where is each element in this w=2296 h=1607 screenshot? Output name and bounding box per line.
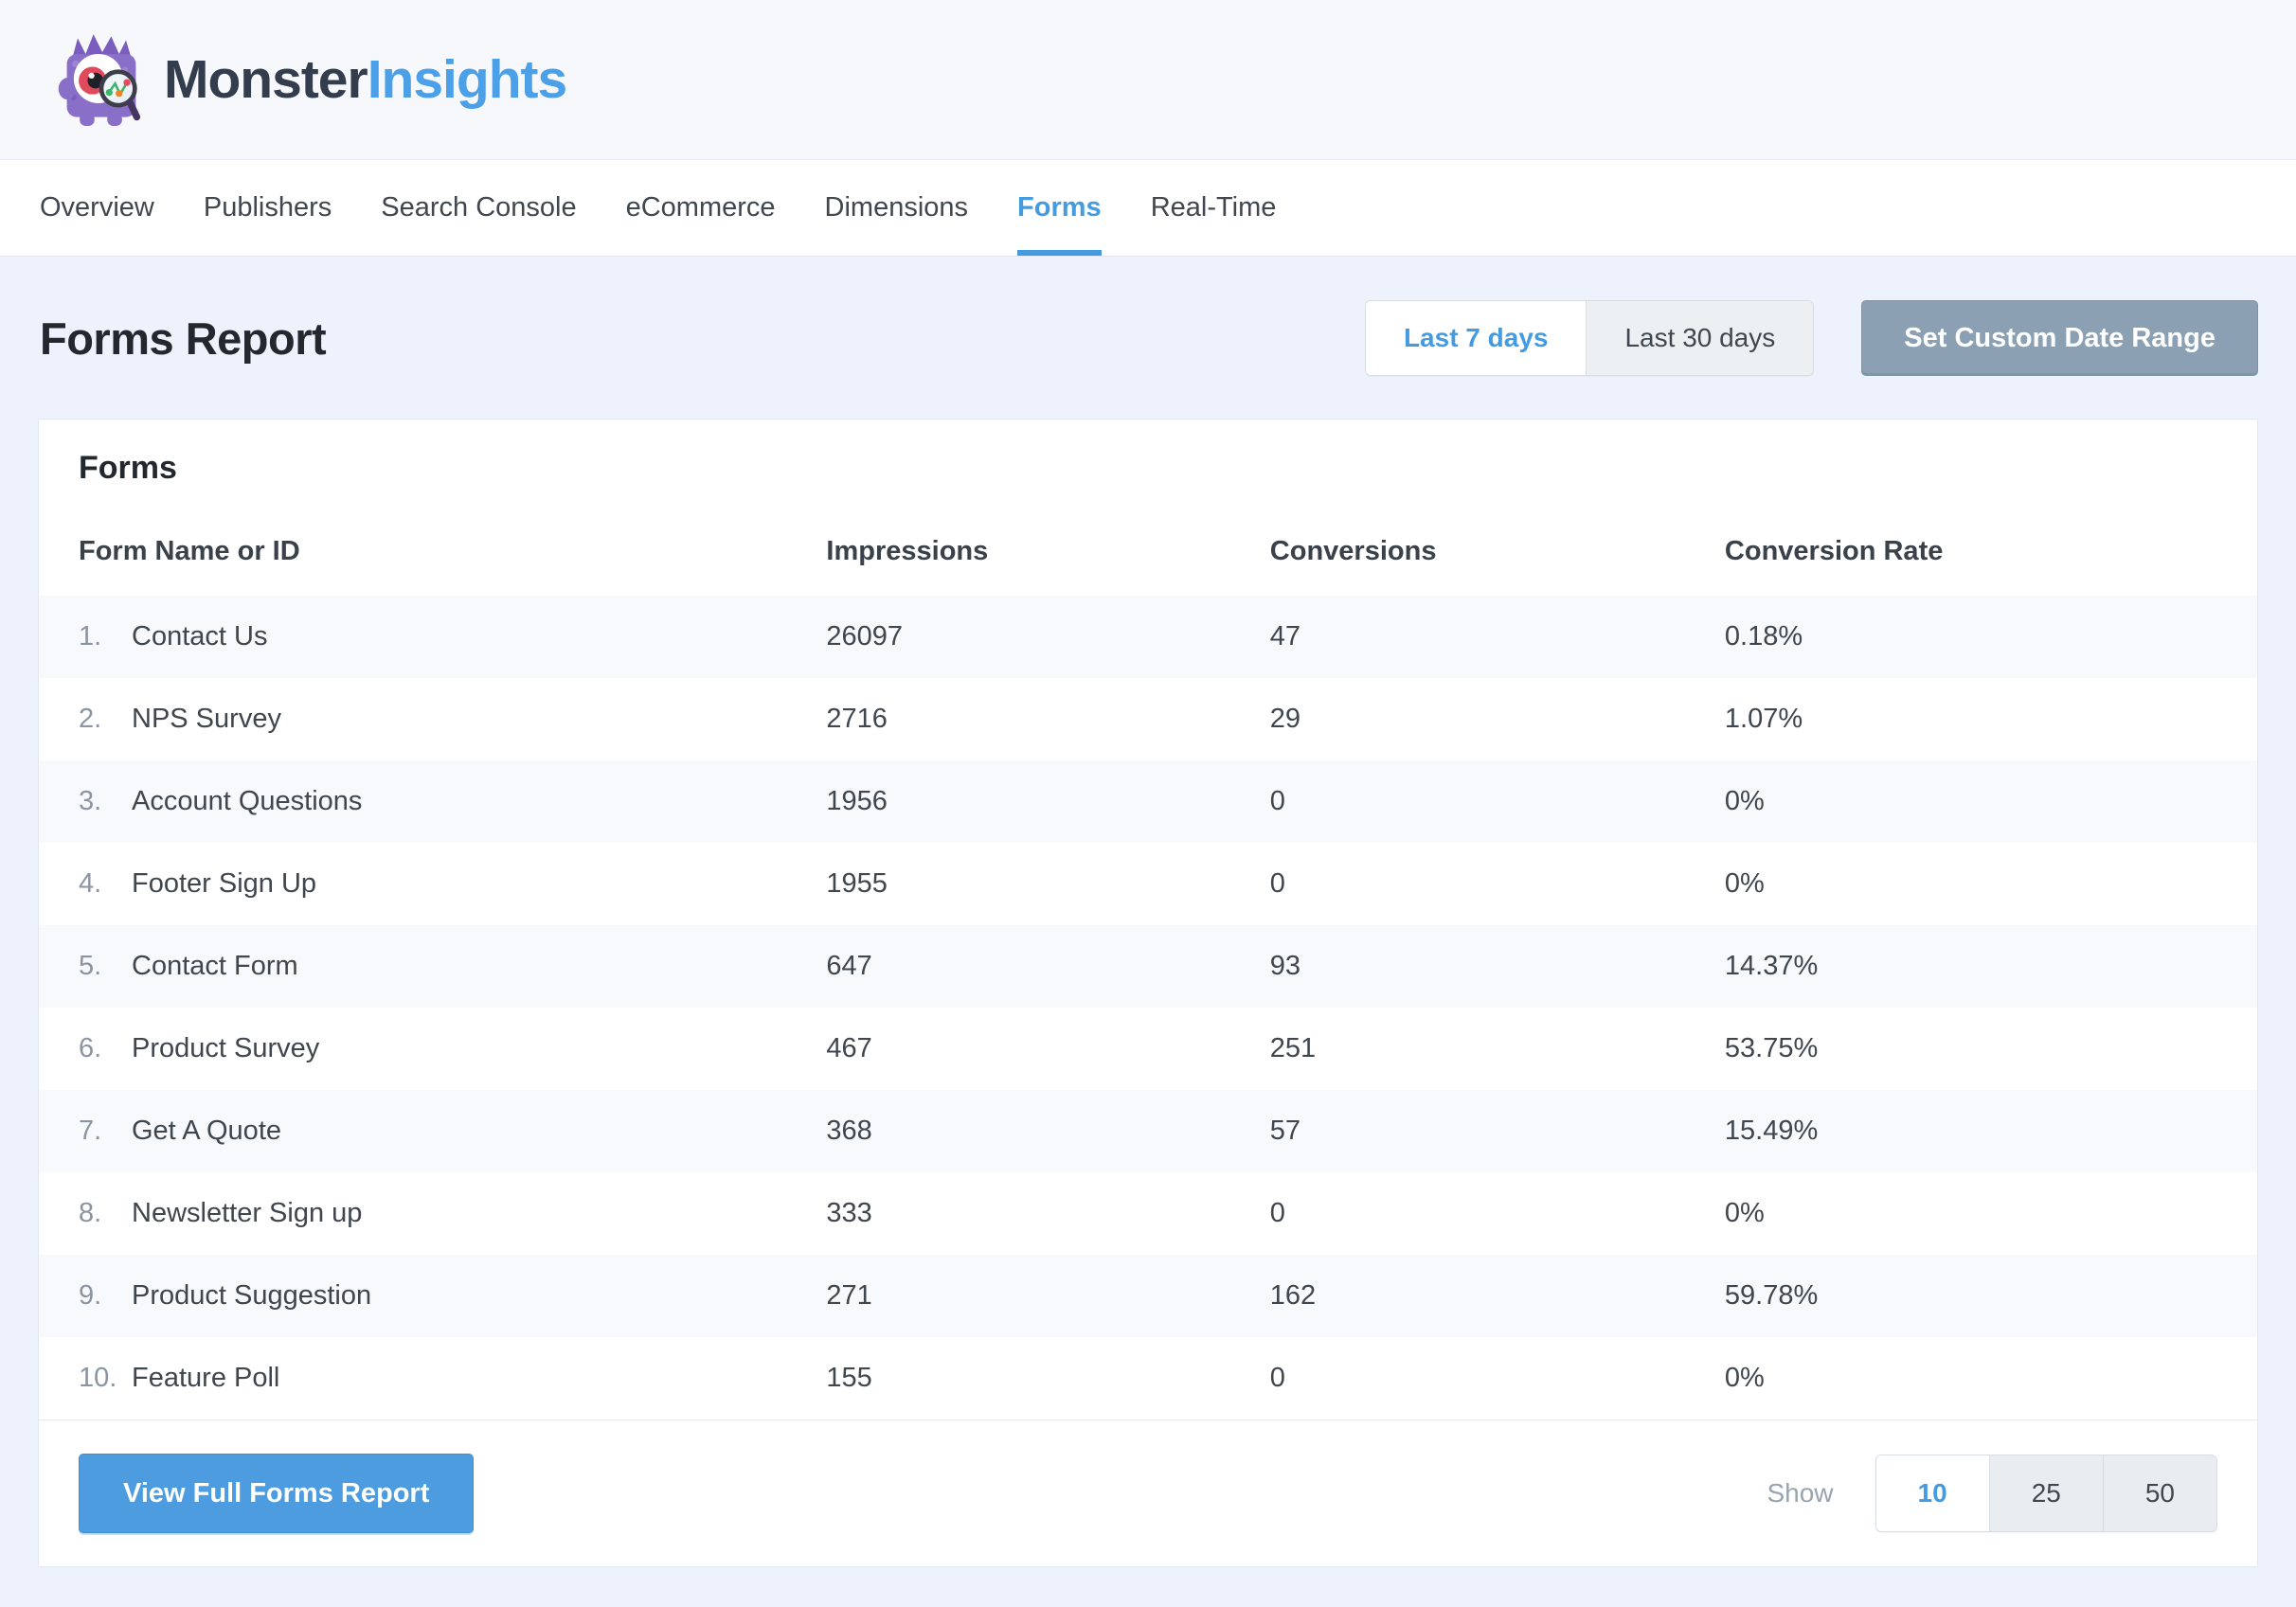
column-header-conversion-rate: Conversion Rate — [1724, 536, 1944, 566]
impressions-value: 368 — [826, 1116, 872, 1146]
table-row: 1. Contact Us 26097 47 0.18% — [39, 596, 2257, 678]
logo-word-monster: Monster — [164, 49, 368, 110]
form-name: Account Questions — [132, 786, 363, 816]
conversions-value: 251 — [1269, 1033, 1317, 1063]
conversion-rate-value: 0.18% — [1724, 621, 1803, 652]
row-rank: 9. — [79, 1280, 102, 1311]
page-size-10[interactable]: 10 — [1875, 1455, 1989, 1531]
table-row: 7. Get A Quote 368 57 15.49% — [39, 1090, 2257, 1172]
row-rank: 10. — [79, 1363, 117, 1393]
form-name: Contact Us — [132, 621, 268, 652]
tab-real-time[interactable]: Real-Time — [1150, 192, 1277, 223]
form-name: Get A Quote — [132, 1116, 281, 1146]
impressions-value: 333 — [826, 1198, 872, 1228]
row-rank: 8. — [79, 1198, 102, 1228]
forms-card-title: Forms — [79, 450, 177, 486]
conversion-rate-value: 0% — [1724, 1198, 1765, 1228]
impressions-value: 647 — [826, 951, 872, 981]
conversions-value: 0 — [1269, 1198, 1285, 1228]
form-name: Product Suggestion — [132, 1280, 372, 1311]
tab-dimensions[interactable]: Dimensions — [824, 192, 969, 223]
table-row: 6. Product Survey 467 251 53.75% — [39, 1008, 2257, 1090]
conversion-rate-value: 14.37% — [1724, 951, 1819, 981]
logo-word-insights: Insights — [367, 49, 568, 110]
conversion-rate-value: 15.49% — [1724, 1116, 1819, 1146]
impressions-value: 271 — [826, 1280, 872, 1311]
report-header: Forms Report Last 7 days Last 30 days Se… — [38, 300, 2258, 376]
report-tabs-nav: Overview Publishers Search Console eComm… — [0, 159, 2296, 257]
table-row: 9. Product Suggestion 271 162 59.78% — [39, 1255, 2257, 1337]
page-size-toggle: 10 25 50 — [1874, 1455, 2217, 1532]
conversions-value: 0 — [1269, 868, 1285, 899]
row-rank: 1. — [79, 621, 102, 652]
form-name: Product Survey — [132, 1033, 320, 1063]
table-row: 10. Feature Poll 155 0 0% — [39, 1337, 2257, 1420]
row-rank: 3. — [79, 786, 102, 816]
impressions-value: 1956 — [826, 786, 888, 816]
conversions-value: 57 — [1269, 1116, 1301, 1146]
date-range-last-30-days[interactable]: Last 30 days — [1586, 301, 1814, 375]
conversions-value: 47 — [1269, 621, 1301, 652]
page-size-25[interactable]: 25 — [1988, 1455, 2103, 1531]
table-row: 4. Footer Sign Up 1955 0 0% — [39, 843, 2257, 925]
tab-publishers[interactable]: Publishers — [203, 192, 332, 223]
conversions-value: 0 — [1269, 786, 1285, 816]
row-rank: 6. — [79, 1033, 102, 1063]
date-range-toggle: Last 7 days Last 30 days — [1364, 300, 1815, 376]
impressions-value: 2716 — [826, 704, 888, 734]
app-header: MonsterInsights — [0, 0, 2296, 159]
conversions-value: 93 — [1269, 951, 1301, 981]
conversion-rate-value: 0% — [1724, 868, 1765, 899]
tab-overview[interactable]: Overview — [40, 192, 154, 223]
page-title: Forms Report — [40, 312, 327, 364]
form-name: Contact Form — [132, 951, 298, 981]
forms-report-page: Forms Report Last 7 days Last 30 days Se… — [0, 300, 2296, 1607]
view-full-forms-report-button[interactable]: View Full Forms Report — [79, 1454, 475, 1533]
page-size-50[interactable]: 50 — [2102, 1455, 2216, 1531]
table-header-row: Form Name or ID Impressions Conversions … — [39, 508, 2257, 596]
form-name: Feature Poll — [132, 1363, 280, 1393]
show-label: Show — [1767, 1478, 1834, 1508]
forms-card: Forms Form Name or ID Impressions Conver… — [38, 419, 2258, 1567]
conversion-rate-value: 0% — [1724, 1363, 1765, 1393]
column-header-form-name: Form Name or ID — [79, 536, 300, 566]
row-rank: 5. — [79, 951, 102, 981]
conversions-value: 29 — [1269, 704, 1301, 734]
conversion-rate-value: 59.78% — [1724, 1280, 1819, 1311]
impressions-value: 1955 — [826, 868, 888, 899]
tab-forms[interactable]: Forms — [1017, 160, 1102, 256]
impressions-value: 467 — [826, 1033, 872, 1063]
forms-card-footer: View Full Forms Report Show 10 25 50 — [39, 1420, 2257, 1566]
form-name: Newsletter Sign up — [132, 1198, 363, 1228]
row-rank: 4. — [79, 868, 102, 899]
tab-search-console[interactable]: Search Console — [381, 192, 577, 223]
monsterinsights-logo: MonsterInsights — [52, 26, 568, 134]
form-name: NPS Survey — [132, 704, 281, 734]
conversion-rate-value: 53.75% — [1724, 1033, 1819, 1063]
table-row: 2. NPS Survey 2716 29 1.07% — [39, 678, 2257, 760]
row-rank: 7. — [79, 1116, 102, 1146]
page-size-controls: Show 10 25 50 — [1767, 1455, 2217, 1532]
monster-mascot-icon — [52, 26, 151, 134]
set-custom-date-range-button[interactable]: Set Custom Date Range — [1861, 300, 2258, 376]
row-rank: 2. — [79, 704, 102, 734]
impressions-value: 26097 — [826, 621, 904, 652]
logo-wordmark: MonsterInsights — [164, 48, 568, 111]
column-header-impressions: Impressions — [826, 536, 989, 566]
date-range-controls: Last 7 days Last 30 days Set Custom Date… — [1364, 300, 2258, 376]
column-header-conversions: Conversions — [1269, 536, 1437, 566]
table-row: 8. Newsletter Sign up 333 0 0% — [39, 1172, 2257, 1255]
conversion-rate-value: 0% — [1724, 786, 1765, 816]
conversion-rate-value: 1.07% — [1724, 704, 1803, 734]
forms-table: Form Name or ID Impressions Conversions … — [39, 508, 2257, 1420]
conversions-value: 0 — [1269, 1363, 1285, 1393]
form-name: Footer Sign Up — [132, 868, 317, 899]
table-row: 5. Contact Form 647 93 14.37% — [39, 925, 2257, 1008]
date-range-last-7-days[interactable]: Last 7 days — [1365, 301, 1587, 375]
table-row: 3. Account Questions 1956 0 0% — [39, 760, 2257, 843]
conversions-value: 162 — [1269, 1280, 1317, 1311]
tab-ecommerce[interactable]: eCommerce — [625, 192, 776, 223]
impressions-value: 155 — [826, 1363, 872, 1393]
